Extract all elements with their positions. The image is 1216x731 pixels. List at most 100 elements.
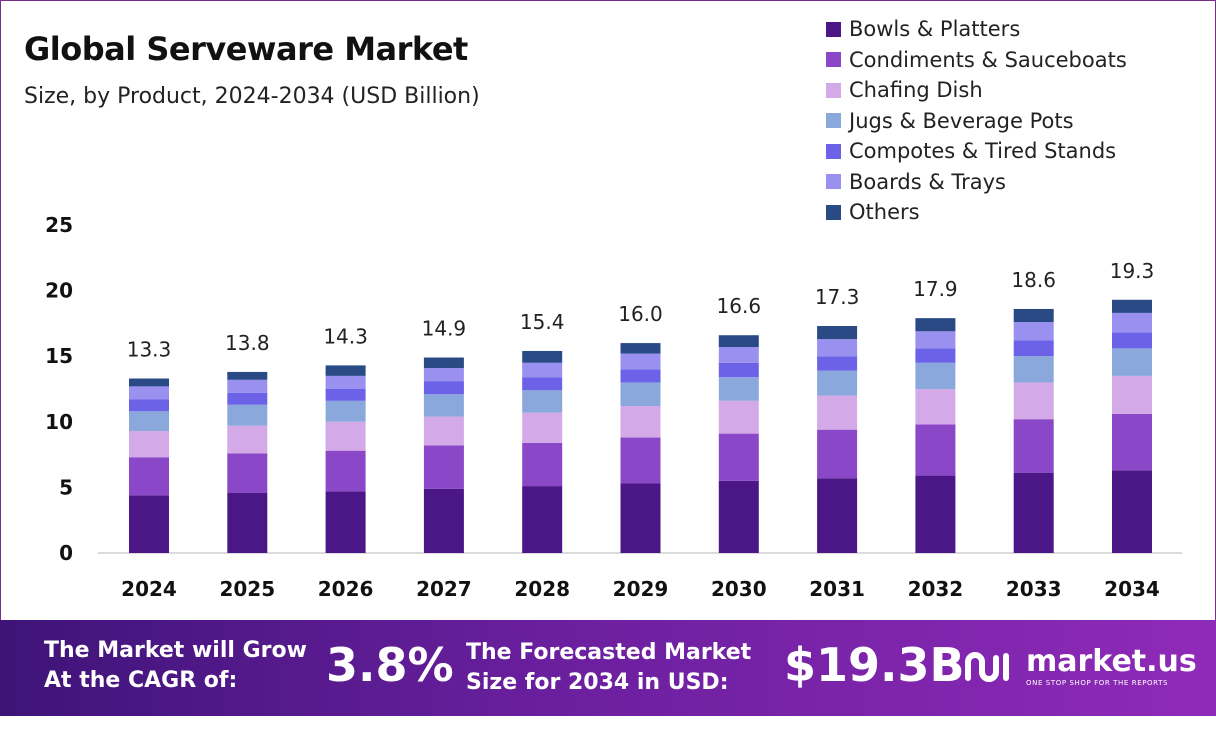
- bar-segment: [522, 412, 563, 443]
- bar-segment: [129, 430, 169, 458]
- cagr-line-2: At the CAGR of:: [44, 668, 238, 693]
- bar-segment: [522, 390, 563, 413]
- chart-title: Global Serveware Market: [24, 30, 468, 68]
- bar-segment: [129, 457, 169, 496]
- legend-item-condiments: Condiments & Sauceboats: [826, 45, 1127, 76]
- x-tick-label: 2032: [908, 577, 964, 601]
- cagr-value: 3.8%: [326, 638, 454, 692]
- x-tick-label: 2030: [711, 577, 767, 601]
- bar-segment: [915, 424, 956, 476]
- bar-segment: [423, 381, 464, 395]
- bar-segment: [1013, 356, 1054, 383]
- bar-segment: [1013, 340, 1054, 357]
- bar-segment: [620, 406, 661, 438]
- legend-item-chafing: Chafing Dish: [826, 75, 1127, 106]
- bottom-strip: [0, 716, 1216, 731]
- bar-segment: [325, 389, 366, 401]
- legend-item-compotes: Compotes & Tired Stands: [826, 136, 1127, 167]
- cagr-line-1: The Market will Grow: [44, 638, 307, 663]
- bar-total-label: 19.3: [1110, 259, 1155, 283]
- legend-item-bowls: Bowls & Platters: [826, 14, 1127, 45]
- bar-segment: [325, 491, 366, 553]
- bar-segment: [620, 353, 661, 370]
- bar-segment: [817, 326, 858, 340]
- bar-segment: [522, 486, 563, 553]
- x-tick-label: 2027: [416, 577, 472, 601]
- y-tick-label: 25: [45, 213, 73, 237]
- bar-segment: [915, 389, 956, 425]
- legend-label: Boards & Trays: [849, 169, 1006, 194]
- bar-segment: [522, 350, 563, 363]
- bar-segment: [718, 362, 759, 378]
- bar-segment: [620, 483, 661, 553]
- bar-segment: [620, 369, 661, 383]
- bar-segment: [227, 379, 268, 393]
- forecast-line-2: Size for 2034 in USD:: [466, 670, 729, 695]
- legend-label: Jugs & Beverage Pots: [849, 108, 1074, 133]
- bar-segment: [129, 495, 169, 553]
- bar-segment: [1112, 312, 1152, 333]
- legend-label: Chafing Dish: [849, 78, 983, 103]
- bar-total-label: 17.3: [815, 285, 860, 309]
- brand-tagline: ONE STOP SHOP FOR THE REPORTS: [1026, 679, 1169, 687]
- legend-swatch: [826, 82, 841, 98]
- cagr-caption: The Market will Grow At the CAGR of:: [44, 636, 307, 696]
- bar-segment: [227, 453, 268, 493]
- brand: market.us ONE STOP SHOP FOR THE REPORTS: [962, 644, 1197, 690]
- bar-segment: [1112, 470, 1152, 553]
- stacked-bar-chart: 051015202513.3202413.8202514.3202614.920…: [45, 213, 1182, 601]
- bar-segment: [522, 377, 563, 391]
- legend-label: Compotes & Tired Stands: [849, 139, 1117, 164]
- x-tick-label: 2025: [219, 577, 275, 601]
- brand-name: market.us: [1026, 644, 1197, 679]
- bar-segment: [227, 492, 268, 553]
- bar-segment: [915, 362, 956, 389]
- bar-segment: [817, 370, 858, 396]
- bar-segment: [1112, 413, 1152, 471]
- y-tick-label: 15: [45, 344, 73, 368]
- bar-segment: [1013, 308, 1054, 323]
- bar-total-label: 13.3: [127, 338, 172, 362]
- bar-segment: [522, 362, 563, 378]
- bar-segment: [522, 442, 563, 487]
- bar-segment: [718, 377, 759, 401]
- bar-total-label: 16.0: [618, 302, 663, 326]
- bar-segment: [817, 478, 858, 553]
- bar-total-label: 14.9: [422, 317, 467, 341]
- market-us-logo-icon: [965, 652, 1009, 682]
- bar-total-label: 16.6: [717, 294, 762, 318]
- bar-segment: [227, 371, 268, 380]
- x-tick-label: 2034: [1104, 577, 1160, 601]
- bar-segment: [718, 400, 759, 434]
- bar-segment: [718, 347, 759, 363]
- bar-segment: [718, 480, 759, 553]
- legend-label: Condiments & Sauceboats: [849, 47, 1127, 72]
- legend-item-jugs: Jugs & Beverage Pots: [826, 106, 1127, 137]
- bar-total-label: 17.9: [913, 277, 958, 301]
- legend-swatch: [826, 174, 841, 190]
- bar-segment: [423, 368, 464, 382]
- bar-segment: [817, 429, 858, 479]
- bar-segment: [915, 318, 956, 332]
- x-tick-label: 2031: [809, 577, 865, 601]
- bar-segment: [325, 421, 366, 451]
- legend-swatch: [826, 113, 841, 129]
- bar-segment: [718, 335, 759, 348]
- bar-segment: [1112, 375, 1152, 414]
- bar-segment: [129, 411, 169, 431]
- bar-total-label: 15.4: [520, 310, 565, 334]
- x-tick-label: 2029: [613, 577, 669, 601]
- y-tick-label: 0: [59, 541, 73, 565]
- bar-segment: [1013, 322, 1054, 341]
- chart-subtitle: Size, by Product, 2024-2034 (USD Billion…: [24, 84, 480, 109]
- legend-swatch: [826, 143, 841, 159]
- bar-segment: [620, 343, 661, 354]
- bar-segment: [129, 378, 169, 387]
- bar-segment: [620, 437, 661, 484]
- y-tick-label: 10: [45, 410, 73, 434]
- bar-segment: [423, 445, 464, 489]
- bar-segment: [620, 382, 661, 407]
- forecast-caption: The Forecasted Market Size for 2034 in U…: [466, 638, 751, 698]
- summary-banner: The Market will Grow At the CAGR of: 3.8…: [0, 620, 1216, 716]
- bar-segment: [423, 488, 464, 553]
